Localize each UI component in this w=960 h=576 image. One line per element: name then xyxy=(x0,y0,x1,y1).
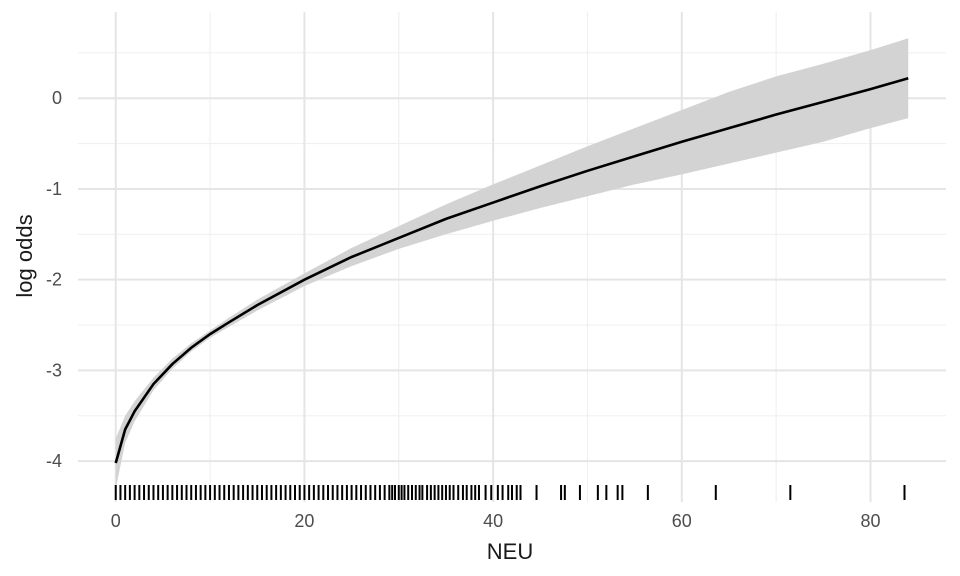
y-tick-label-0: -4 xyxy=(46,451,62,471)
x-tick-label-3: 60 xyxy=(672,511,692,531)
y-tick-label-2: -2 xyxy=(46,270,62,290)
x-tick-label-2: 40 xyxy=(483,511,503,531)
y-tick-label-1: -3 xyxy=(46,360,62,380)
rug xyxy=(114,485,906,500)
x-axis-title: NEU xyxy=(487,539,533,564)
x-tick-label-1: 20 xyxy=(294,511,314,531)
y-tick-label-4: 0 xyxy=(52,88,62,108)
fit-line-layer xyxy=(114,76,909,464)
confidence-band xyxy=(115,38,909,489)
ci-band-area xyxy=(115,38,909,489)
y-tick-label-3: -1 xyxy=(46,179,62,199)
fit-line xyxy=(114,76,909,464)
x-tick-label-4: 80 xyxy=(861,511,881,531)
y-axis: -4 -3 -2 -1 0 xyxy=(46,88,62,471)
y-axis-title: log odds xyxy=(12,214,37,297)
x-axis: 0 20 40 60 80 xyxy=(111,511,881,531)
x-tick-label-0: 0 xyxy=(111,511,121,531)
